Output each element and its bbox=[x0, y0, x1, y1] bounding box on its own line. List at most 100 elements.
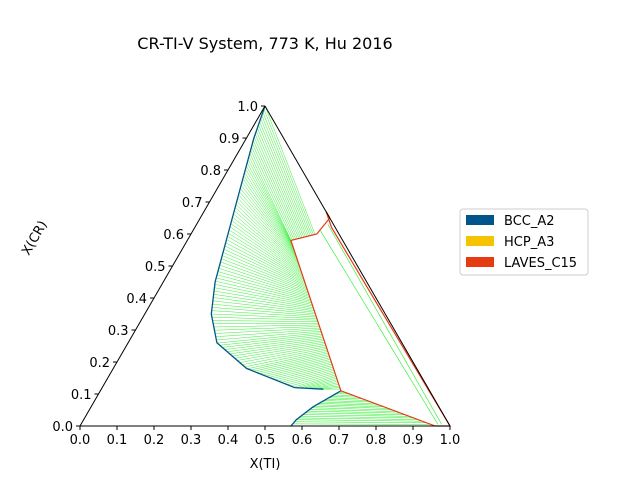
tie-line bbox=[235, 204, 300, 266]
tie-line bbox=[307, 410, 401, 414]
laves-boundary-line bbox=[290, 211, 452, 427]
tie-line bbox=[314, 405, 389, 409]
legend-label: HCP_A3 bbox=[504, 235, 554, 250]
tie-line bbox=[212, 300, 315, 313]
tie-line bbox=[212, 303, 316, 315]
tie-line bbox=[328, 397, 363, 400]
tie-line bbox=[228, 232, 305, 280]
tie-line bbox=[250, 352, 329, 371]
tie-line bbox=[217, 332, 322, 344]
tie-line bbox=[214, 284, 313, 305]
tie-line bbox=[216, 277, 312, 302]
tie-line bbox=[327, 224, 442, 425]
tie-line bbox=[281, 368, 334, 383]
tie-line bbox=[263, 109, 314, 235]
y-tick-label: 0.1 bbox=[71, 388, 92, 403]
tie-line bbox=[242, 178, 296, 253]
y-tick-label: 1.0 bbox=[237, 100, 258, 115]
tie-line bbox=[215, 280, 312, 304]
tie-line bbox=[259, 121, 308, 237]
tie-line bbox=[323, 400, 371, 403]
y-tick-label: 0.5 bbox=[145, 260, 166, 275]
tie-line bbox=[293, 374, 336, 388]
y-tick-label: 0.2 bbox=[89, 356, 110, 371]
tie-line bbox=[213, 324, 319, 328]
tie-line bbox=[316, 385, 340, 390]
tie-line bbox=[250, 149, 293, 241]
y-tick-label: 0.3 bbox=[108, 324, 129, 339]
tie-line bbox=[309, 409, 397, 412]
x-tick-label: 0.9 bbox=[403, 433, 424, 448]
tie-line bbox=[262, 359, 331, 376]
tie-line bbox=[220, 261, 309, 294]
tie-line bbox=[256, 130, 303, 238]
x-axis-label: X(TI) bbox=[250, 457, 281, 472]
tie-line bbox=[225, 242, 306, 285]
tie-line bbox=[303, 379, 338, 389]
tie-line bbox=[211, 313, 317, 319]
tie-line bbox=[213, 290, 314, 308]
tie-line bbox=[237, 344, 326, 361]
tie-line bbox=[234, 343, 326, 359]
tie-line bbox=[243, 175, 295, 252]
triangle-axes bbox=[79, 105, 451, 427]
y-tick-label: 0.0 bbox=[52, 420, 73, 435]
tie-line bbox=[216, 330, 322, 341]
tie-line bbox=[265, 360, 331, 377]
legend-swatch bbox=[466, 215, 494, 225]
x-tick-label: 0.7 bbox=[329, 433, 350, 448]
tie-line bbox=[252, 143, 297, 240]
tie-line bbox=[211, 316, 318, 321]
legend-swatch bbox=[466, 257, 494, 267]
x-tick-label: 0.0 bbox=[70, 433, 91, 448]
tie-line bbox=[284, 370, 335, 384]
legend-swatch bbox=[466, 236, 494, 246]
tie-line bbox=[253, 354, 329, 372]
tie-line bbox=[231, 220, 302, 274]
tie-line bbox=[244, 349, 328, 368]
tie-line bbox=[237, 197, 299, 263]
hypotenuse-line bbox=[264, 105, 451, 427]
tie-line bbox=[326, 398, 367, 401]
tie-line bbox=[300, 415, 414, 419]
tie-line bbox=[296, 376, 337, 388]
tie-line bbox=[222, 252, 308, 290]
tie-lines bbox=[211, 105, 442, 427]
tie-line bbox=[242, 348, 327, 365]
tie-line bbox=[245, 169, 294, 249]
y-tick-label: 0.7 bbox=[182, 196, 203, 211]
tie-line bbox=[226, 239, 306, 283]
tie-line bbox=[272, 363, 333, 379]
x-tick-label: 0.6 bbox=[292, 433, 313, 448]
tie-line bbox=[306, 380, 338, 389]
tie-line bbox=[212, 307, 316, 316]
tie-line bbox=[260, 118, 309, 237]
axis-ticks: 0.0 0.1 0.2 0.3 0.4 0.5 0.6 0.7 0.8 0.9 1.0 0.0 0.1 0… bbox=[52, 100, 460, 448]
tie-line bbox=[227, 236, 305, 282]
tie-line bbox=[313, 384, 339, 389]
tie-line bbox=[234, 207, 300, 268]
tie-line bbox=[223, 248, 307, 288]
tie-line bbox=[214, 326, 320, 331]
x-tick-label: 1.0 bbox=[440, 433, 461, 448]
tie-line bbox=[319, 403, 380, 406]
tie-line bbox=[311, 407, 393, 411]
tie-line bbox=[232, 216, 302, 272]
tie-line bbox=[234, 210, 301, 269]
tie-line bbox=[300, 377, 337, 389]
tie-line bbox=[292, 423, 431, 425]
tie-line bbox=[228, 229, 304, 279]
tie-line bbox=[211, 310, 317, 318]
tie-line bbox=[240, 185, 297, 257]
tie-line bbox=[216, 274, 311, 301]
tie-line bbox=[321, 401, 376, 404]
tie-line bbox=[290, 373, 336, 387]
tie-line bbox=[259, 357, 330, 374]
tie-line bbox=[331, 396, 359, 398]
x-tick-label: 0.2 bbox=[144, 433, 165, 448]
tie-line bbox=[214, 287, 313, 307]
tie-line bbox=[212, 320, 318, 322]
tie-line bbox=[222, 255, 308, 291]
tie-line bbox=[278, 366, 334, 382]
